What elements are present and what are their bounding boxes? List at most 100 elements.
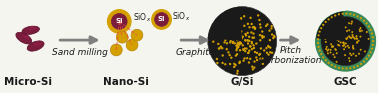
Circle shape [321,16,370,66]
Circle shape [226,25,228,27]
Circle shape [253,47,255,49]
Circle shape [344,38,346,40]
Circle shape [325,41,327,43]
Circle shape [317,42,319,44]
Circle shape [242,60,245,62]
Circle shape [339,20,341,22]
Circle shape [271,52,273,54]
Circle shape [251,65,253,68]
Circle shape [254,51,256,53]
Circle shape [247,52,249,54]
Circle shape [235,23,237,25]
Circle shape [239,43,241,45]
Circle shape [259,58,262,60]
Circle shape [332,37,334,39]
Circle shape [219,26,222,29]
Circle shape [352,34,353,36]
Circle shape [342,35,344,37]
Circle shape [327,62,330,64]
Circle shape [272,37,274,39]
Circle shape [247,23,249,25]
Circle shape [342,42,344,44]
Circle shape [229,40,232,42]
Circle shape [348,47,350,49]
Circle shape [364,50,366,52]
Circle shape [273,35,275,37]
Circle shape [257,14,259,17]
Circle shape [237,46,239,48]
Circle shape [355,37,358,39]
Circle shape [346,30,348,32]
Circle shape [240,17,242,20]
Circle shape [231,35,233,38]
Circle shape [348,35,350,37]
Circle shape [232,35,235,38]
Circle shape [246,39,249,41]
Circle shape [260,47,262,50]
Circle shape [353,14,355,16]
Circle shape [342,37,344,39]
Circle shape [344,54,346,56]
Circle shape [342,33,344,35]
Circle shape [235,49,238,51]
Circle shape [222,54,224,57]
Circle shape [271,33,273,36]
Circle shape [336,61,338,63]
Circle shape [242,49,245,51]
Circle shape [336,39,338,41]
Circle shape [235,54,237,57]
Circle shape [229,17,232,20]
Circle shape [253,60,256,63]
Circle shape [251,36,254,39]
Circle shape [343,43,345,44]
Circle shape [332,46,334,48]
Circle shape [249,17,252,19]
Circle shape [352,36,354,38]
Circle shape [273,36,276,38]
Circle shape [248,40,251,42]
Circle shape [351,31,353,33]
Circle shape [330,43,332,45]
Circle shape [270,27,273,30]
Circle shape [107,10,131,33]
Circle shape [265,47,268,49]
Circle shape [233,33,235,36]
Circle shape [345,43,347,44]
Circle shape [338,45,340,46]
Circle shape [247,39,249,42]
Circle shape [253,26,255,28]
Text: SiO$_x$: SiO$_x$ [172,10,191,23]
Ellipse shape [33,41,42,47]
Circle shape [328,25,330,27]
Circle shape [239,36,242,39]
Circle shape [245,47,248,50]
Circle shape [341,28,342,30]
Circle shape [356,15,359,17]
Circle shape [239,35,242,37]
Circle shape [155,13,169,26]
Circle shape [338,13,340,15]
Circle shape [237,46,240,48]
Circle shape [235,36,237,38]
Circle shape [245,34,247,37]
Circle shape [359,36,361,38]
Circle shape [212,40,214,43]
Circle shape [336,52,338,54]
Circle shape [243,15,245,17]
Circle shape [262,63,264,65]
Circle shape [360,63,362,65]
Circle shape [343,44,345,46]
Text: G/Si: G/Si [231,77,254,87]
Circle shape [355,35,358,37]
Circle shape [233,66,235,68]
Circle shape [237,27,240,29]
Circle shape [322,56,324,58]
Circle shape [248,61,250,64]
Circle shape [216,58,218,60]
Circle shape [237,21,240,24]
Circle shape [267,45,269,47]
Circle shape [360,17,362,19]
Text: Graphite: Graphite [175,48,215,57]
Circle shape [240,37,243,40]
Circle shape [239,35,241,37]
